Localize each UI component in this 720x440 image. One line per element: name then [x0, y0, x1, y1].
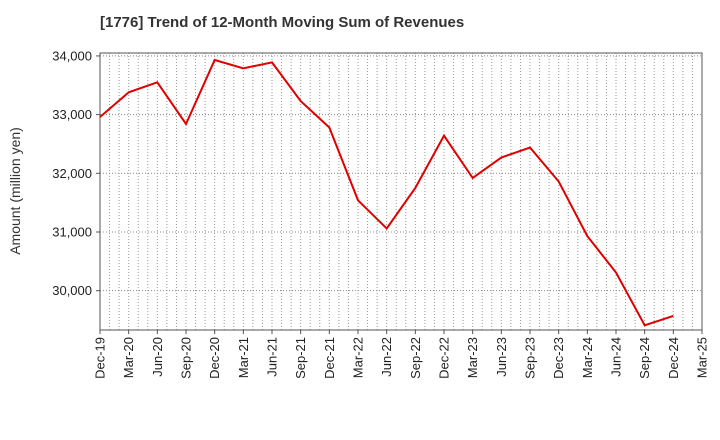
- x-tick-label: Jun-21: [265, 337, 280, 377]
- x-tick-label: Mar-21: [236, 337, 251, 378]
- grid-lines: [100, 53, 702, 330]
- y-tick-label: 32,000: [52, 166, 92, 181]
- x-tick-label: Dec-20: [207, 337, 222, 379]
- y-axis-label: Amount (million yen): [7, 127, 23, 255]
- x-tick-label: Jun-22: [379, 337, 394, 377]
- x-tick-label: Sep-24: [637, 337, 652, 379]
- x-tick-label: Sep-22: [408, 337, 423, 379]
- x-tick-label: Jun-23: [494, 337, 509, 377]
- y-tick-label: 30,000: [52, 283, 92, 298]
- x-tick-label: Mar-23: [465, 337, 480, 378]
- x-tick-label: Mar-25: [695, 337, 710, 378]
- x-tick-label: Jun-20: [150, 337, 165, 377]
- x-tick-label: Mar-24: [580, 337, 595, 378]
- plot-area: [100, 53, 702, 330]
- y-tick-label: 31,000: [52, 224, 92, 239]
- x-tick-label: Sep-23: [523, 337, 538, 379]
- y-axis: 30,000 31,000 32,000 33,000 34,000: [52, 48, 100, 298]
- x-tick-label: Dec-19: [93, 337, 108, 379]
- y-tick-label: 34,000: [52, 48, 92, 63]
- x-tick-label: Mar-22: [351, 337, 366, 378]
- x-tick-label: Sep-20: [179, 337, 194, 379]
- x-tick-label: Mar-20: [121, 337, 136, 378]
- chart-title: [1776] Trend of 12-Month Moving Sum of R…: [100, 14, 465, 31]
- x-tick-label: Jun-24: [609, 337, 624, 377]
- x-axis: Dec-19 Mar-20 Jun-20 Sep-20 Dec-20 Mar-21 Jun-…: [93, 330, 710, 379]
- x-tick-label: Dec-24: [666, 337, 681, 379]
- series-layer: [99, 58, 674, 327]
- x-tick-label: Dec-21: [322, 337, 337, 379]
- x-tick-label: Dec-22: [437, 337, 452, 379]
- plot-border: [99, 52, 703, 331]
- series-line: [99, 58, 674, 327]
- x-tick-label: Dec-23: [551, 337, 566, 379]
- x-tick-label: Sep-21: [293, 337, 308, 379]
- y-tick-label: 33,000: [52, 107, 92, 122]
